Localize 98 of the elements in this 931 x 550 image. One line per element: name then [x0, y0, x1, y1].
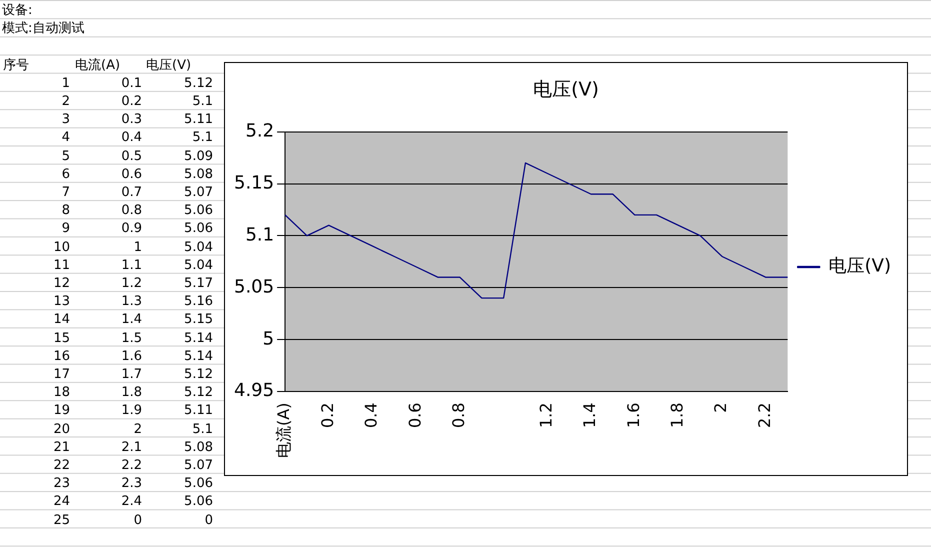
- text: 5.11: [183, 112, 213, 128]
- text: 电流(A): [75, 58, 120, 74]
- x-tick-label: 1.8: [668, 402, 687, 428]
- text: 2.1: [120, 440, 142, 456]
- text: 4: [60, 130, 70, 146]
- text: 5.14: [183, 330, 213, 347]
- text: 16: [52, 348, 70, 365]
- text: 9: [60, 221, 70, 238]
- text: 23: [52, 476, 70, 492]
- text: 5.06: [183, 203, 213, 220]
- text: 1.8: [120, 385, 142, 402]
- text: 2.2: [120, 458, 142, 474]
- text: 22: [52, 458, 70, 474]
- text: 模式:自动测试: [2, 21, 84, 38]
- text: 5.14: [183, 348, 213, 365]
- text: 5.16: [183, 294, 213, 310]
- legend-label: 电压(V): [828, 256, 891, 277]
- text: 1.3: [120, 294, 142, 310]
- text: 5.12: [183, 367, 213, 383]
- text: 5.17: [183, 276, 213, 292]
- y-tick-label: 5.1: [245, 224, 274, 246]
- text: 0.9: [120, 221, 142, 238]
- chart-title: 电压(V): [533, 78, 599, 100]
- text: 5: [60, 148, 70, 165]
- x-tick-label: 1.6: [624, 402, 643, 428]
- text: 12: [52, 276, 70, 292]
- text: 1: [132, 240, 142, 256]
- text: 5.08: [183, 440, 213, 456]
- text: 1.6: [120, 348, 142, 365]
- text: 序号: [3, 58, 29, 74]
- text: 5.1: [191, 94, 213, 110]
- text: 0: [204, 512, 213, 529]
- text: 3: [60, 112, 70, 128]
- x-tick-label: 0.6: [405, 402, 424, 428]
- text: 2.4: [120, 494, 142, 510]
- text: 5.08: [183, 166, 213, 183]
- text: 5.04: [183, 258, 213, 274]
- y-tick-label: 4.95: [234, 380, 274, 402]
- text: 0: [132, 512, 142, 529]
- text: 17: [52, 367, 70, 383]
- text: 8: [60, 203, 70, 220]
- x-tick-label: 0.8: [449, 402, 468, 428]
- text: 15: [52, 330, 70, 347]
- text: 1.5: [120, 330, 142, 347]
- text: 5.1: [191, 130, 213, 146]
- text: 0.2: [120, 94, 142, 110]
- text: 0.6: [120, 166, 142, 183]
- text: 19: [52, 403, 70, 420]
- text: 2: [60, 94, 70, 110]
- text: 21: [52, 440, 70, 456]
- text: 1.9: [120, 403, 142, 420]
- text: 设备:: [2, 3, 32, 19]
- text: 5.06: [183, 221, 213, 238]
- text: 0.8: [120, 203, 142, 220]
- text: 5.06: [183, 476, 213, 492]
- text: 1.1: [120, 258, 142, 274]
- text: 0.5: [120, 148, 142, 165]
- text: 1.2: [120, 276, 142, 292]
- text: 1.4: [120, 312, 142, 328]
- y-tick-label: 5: [262, 328, 274, 350]
- text: 5.09: [183, 148, 213, 165]
- y-tick-label: 5.05: [234, 276, 274, 298]
- text: 1: [60, 76, 70, 92]
- text: 5.1: [191, 422, 213, 438]
- text: 5.04: [183, 240, 213, 256]
- text: 5.07: [183, 458, 213, 474]
- text: 5.12: [183, 385, 213, 402]
- text: 5.06: [183, 494, 213, 510]
- text: 1.7: [120, 367, 142, 383]
- text: 0.7: [120, 185, 142, 201]
- x-tick-label: 2: [711, 402, 730, 413]
- x-tick-label: 电流(A): [274, 402, 294, 458]
- x-tick-label: 0.4: [362, 402, 381, 428]
- text: 0.4: [120, 130, 142, 146]
- text: 5.12: [183, 76, 213, 92]
- text: 0.1: [120, 76, 142, 92]
- text: 6: [60, 166, 70, 183]
- text: 电压(V): [146, 58, 192, 74]
- y-tick-label: 5.15: [234, 172, 274, 194]
- text: 20: [52, 422, 70, 438]
- text: 7: [60, 185, 70, 201]
- x-tick-label: 1.2: [536, 402, 556, 428]
- text: 24: [52, 494, 70, 510]
- x-tick-label: 2.2: [754, 402, 774, 428]
- text: 0.3: [120, 112, 142, 128]
- x-tick-label: 0.2: [318, 402, 337, 428]
- text: 5.07: [183, 185, 213, 201]
- text: 25: [52, 512, 70, 529]
- text: 14: [52, 312, 70, 328]
- text: 5.15: [183, 312, 213, 328]
- y-tick-label: 5.2: [245, 120, 274, 142]
- text: 13: [52, 294, 70, 310]
- text: 2.3: [120, 476, 142, 492]
- text: 11: [52, 258, 70, 274]
- text: 18: [52, 385, 70, 402]
- text: 5.11: [183, 403, 213, 420]
- text: 10: [52, 240, 70, 256]
- x-tick-label: 1.4: [580, 402, 600, 428]
